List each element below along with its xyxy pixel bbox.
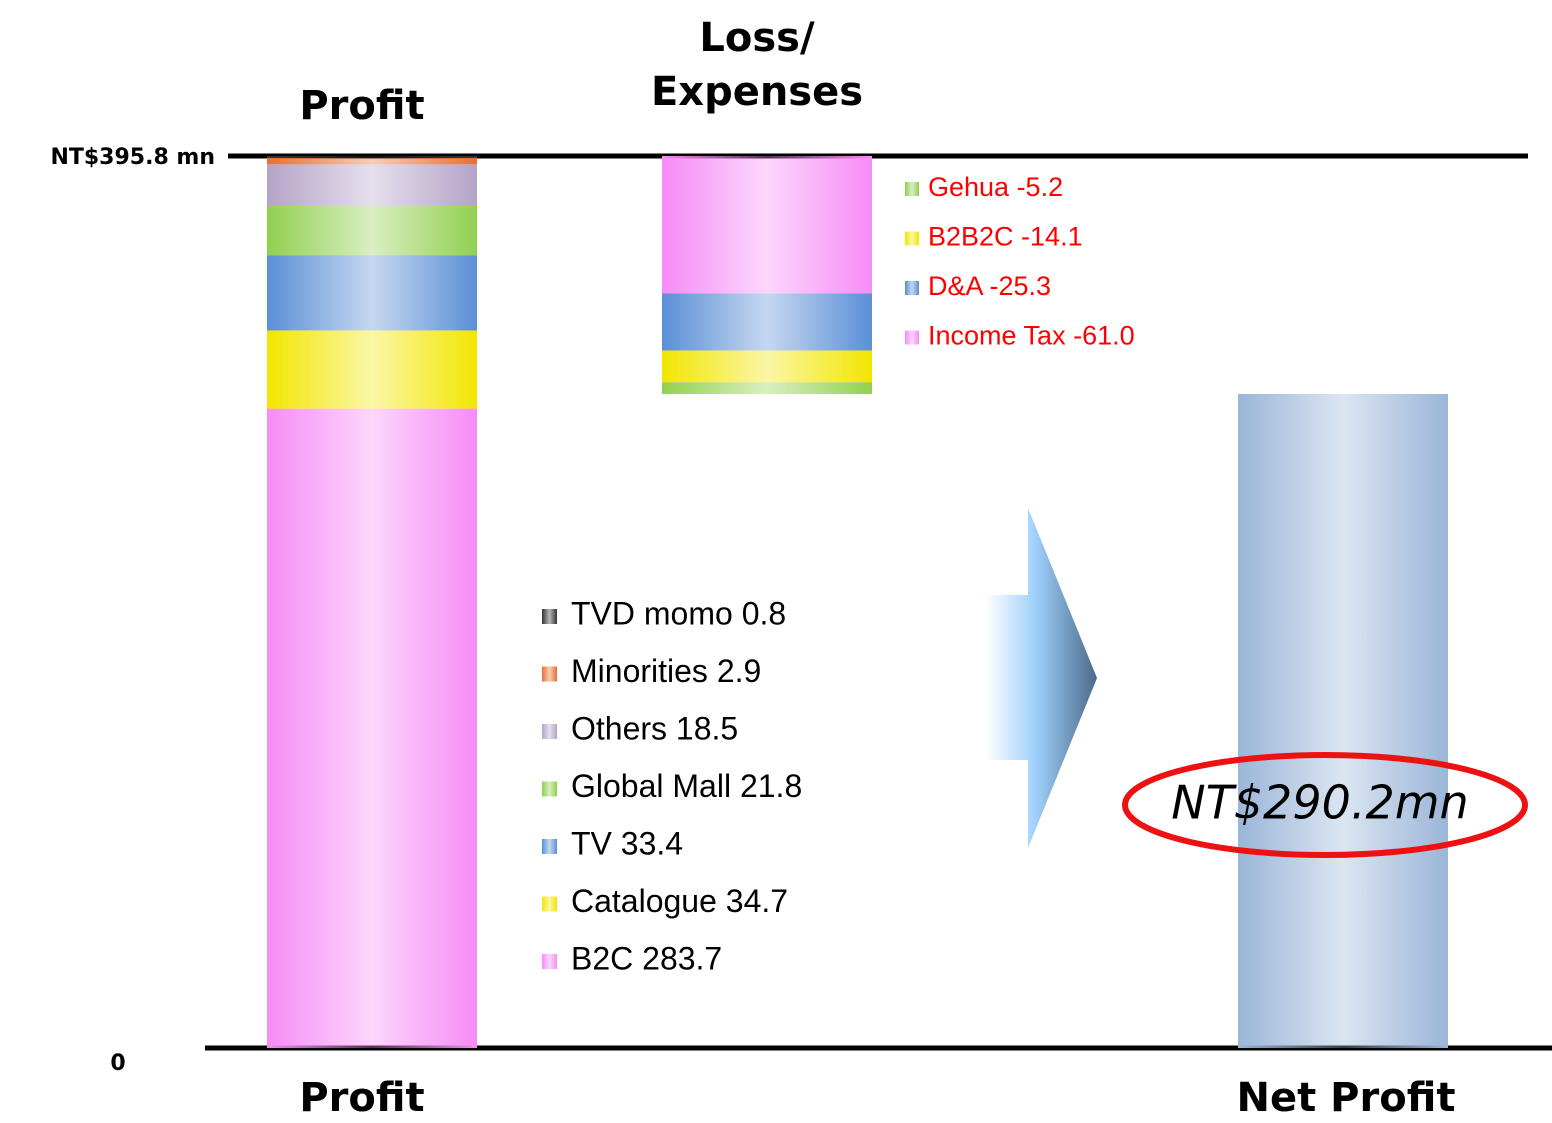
legend-label: B2B2C -14.1	[928, 222, 1083, 252]
value-label: NT$290.2mn	[1171, 776, 1468, 830]
column-title: Loss/	[699, 15, 815, 61]
legend-label: Others 18.5	[571, 710, 738, 746]
column-title: Expenses	[651, 69, 863, 115]
legend-label: Catalogue 34.7	[571, 883, 788, 919]
bar	[1238, 393, 1448, 1049]
bar-segment	[267, 157, 477, 165]
legend-swatch	[542, 666, 557, 682]
bar-segment	[267, 206, 477, 256]
y-tick-label: NT$395.8 mn	[50, 145, 215, 170]
bar-segment	[662, 293, 872, 351]
legend-swatch	[905, 330, 919, 345]
legend-label: Minorities 2.9	[571, 653, 761, 689]
legend-swatch	[542, 724, 557, 739]
legend-swatch	[905, 182, 919, 196]
y-tick-label: 0	[110, 1051, 125, 1076]
column-title: Profit	[299, 83, 424, 129]
legend-swatch	[542, 839, 557, 854]
legend-swatch	[542, 954, 557, 969]
bar-segment	[662, 350, 872, 383]
bar-segment	[267, 408, 477, 1048]
bar-segment	[662, 156, 872, 294]
legend-label: Gehua -5.2	[928, 172, 1063, 202]
legend-swatch	[905, 281, 919, 295]
bar-segment	[267, 156, 477, 158]
legend-label: Global Mall 21.8	[571, 768, 802, 804]
plot: 0 NT$395.8 mn B2C 283.7 Catalogue 34.7 TV 33…	[50, 145, 1552, 1121]
legend-label: TVD momo 0.8	[571, 595, 786, 631]
legend-label: D&A -25.3	[928, 271, 1051, 301]
x-tick-label: Profit	[299, 1075, 424, 1121]
bar-segment	[662, 382, 872, 394]
legend-swatch	[905, 231, 919, 246]
x-tick-label: Net Profit	[1237, 1075, 1456, 1121]
bar-segment	[267, 330, 477, 409]
legend-label: Income Tax -61.0	[928, 321, 1135, 351]
legend-swatch	[542, 609, 557, 624]
highlight-ellipse	[1122, 752, 1528, 858]
legend-swatch	[542, 781, 557, 797]
bar-segment	[267, 255, 477, 331]
arrow	[985, 508, 1097, 848]
legend-label: B2C 283.7	[571, 940, 722, 976]
legend-label: TV 33.4	[571, 825, 683, 861]
bar-segment	[267, 164, 477, 207]
legend-swatch	[542, 896, 557, 912]
